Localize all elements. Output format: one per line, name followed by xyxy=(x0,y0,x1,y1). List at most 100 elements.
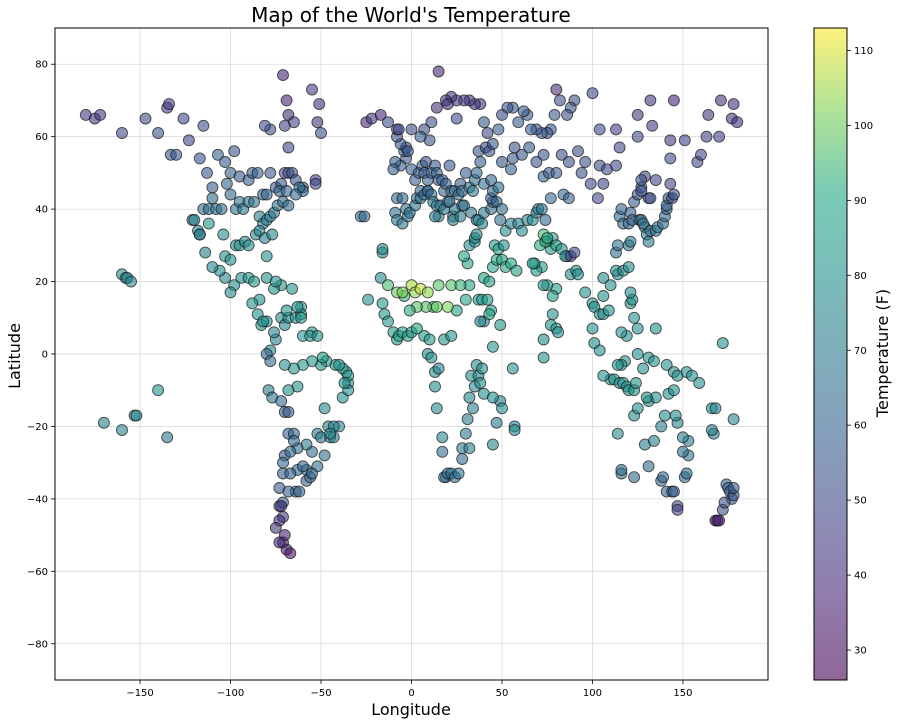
data-point xyxy=(572,145,584,158)
data-point xyxy=(97,416,110,429)
data-point xyxy=(539,214,552,226)
colorbar-tick-label: 80 xyxy=(854,271,867,282)
data-point xyxy=(702,108,715,121)
data-point xyxy=(463,442,476,455)
data-point xyxy=(463,391,476,404)
data-point xyxy=(537,351,550,364)
data-point xyxy=(597,271,610,284)
data-point xyxy=(476,362,489,375)
data-point xyxy=(224,253,237,266)
data-point xyxy=(476,217,489,230)
data-point xyxy=(631,322,644,335)
x-tick-label: 150 xyxy=(673,688,692,699)
data-point xyxy=(467,402,479,415)
data-point xyxy=(311,329,324,342)
data-point xyxy=(289,188,302,201)
data-point xyxy=(615,463,628,476)
data-point xyxy=(713,130,726,143)
data-point xyxy=(470,228,483,241)
data-point xyxy=(718,496,731,509)
data-point xyxy=(611,358,624,371)
data-point xyxy=(436,431,449,444)
data-point xyxy=(280,94,293,107)
data-point xyxy=(293,485,306,498)
data-point xyxy=(313,98,326,111)
data-point xyxy=(396,286,409,299)
data-point xyxy=(481,127,494,139)
data-point xyxy=(206,192,219,205)
data-point xyxy=(264,355,277,368)
data-point xyxy=(277,69,289,82)
data-point xyxy=(224,286,237,299)
data-point xyxy=(486,340,499,353)
data-point xyxy=(611,239,624,252)
data-point xyxy=(228,145,241,158)
data-point xyxy=(161,431,174,444)
data-point xyxy=(584,177,597,190)
colorbar-tick-label: 100 xyxy=(854,121,873,132)
data-point xyxy=(550,83,563,96)
y-tick-label: 20 xyxy=(35,277,48,288)
data-point xyxy=(432,362,445,375)
data-point xyxy=(716,337,729,350)
data-point xyxy=(579,156,592,168)
data-point xyxy=(474,377,487,389)
data-point xyxy=(410,322,423,335)
data-point xyxy=(604,279,617,292)
data-point xyxy=(597,177,610,190)
y-tick-label: 0 xyxy=(42,350,48,361)
data-point xyxy=(640,391,653,404)
data-point xyxy=(269,521,282,534)
data-point xyxy=(517,105,530,118)
data-point xyxy=(170,148,183,161)
colorbar-tick-label: 70 xyxy=(854,346,867,357)
data-point xyxy=(260,188,273,201)
data-point xyxy=(130,409,143,422)
data-point xyxy=(572,268,584,281)
data-point xyxy=(705,424,718,437)
x-tick-label: −100 xyxy=(217,688,244,699)
data-point xyxy=(324,427,337,440)
data-point xyxy=(459,293,472,306)
data-point xyxy=(664,134,677,147)
data-point xyxy=(182,134,195,147)
data-point xyxy=(273,536,286,549)
data-point xyxy=(579,286,592,299)
data-point xyxy=(458,199,470,212)
data-point xyxy=(664,177,677,190)
data-point xyxy=(429,210,441,223)
data-point xyxy=(512,116,525,129)
data-point xyxy=(496,203,508,216)
data-point xyxy=(524,123,537,136)
data-point xyxy=(655,420,668,433)
colorbar-tick-label: 30 xyxy=(854,646,867,657)
data-point xyxy=(508,424,521,437)
data-point xyxy=(494,319,507,331)
data-point xyxy=(193,228,206,241)
data-point xyxy=(613,141,626,154)
data-point xyxy=(358,210,371,223)
y-tick-label: −40 xyxy=(27,494,48,505)
data-point xyxy=(610,159,622,172)
colorbar: 30 40 50 60 70 80 90 100 110 xyxy=(813,27,873,681)
data-point xyxy=(624,286,637,299)
data-point xyxy=(586,87,599,100)
data-point xyxy=(610,123,622,136)
data-point xyxy=(266,228,279,241)
data-point xyxy=(649,174,662,187)
data-point xyxy=(506,362,519,375)
data-point xyxy=(631,402,644,415)
data-point xyxy=(492,181,505,194)
data-point xyxy=(224,188,237,201)
data-point xyxy=(432,279,445,292)
plot-frame xyxy=(54,27,769,681)
data-point xyxy=(441,300,454,313)
data-point xyxy=(206,181,219,194)
data-point xyxy=(456,453,469,465)
data-point xyxy=(316,351,329,364)
data-point xyxy=(376,243,389,255)
data-point xyxy=(646,119,659,132)
data-point xyxy=(727,482,740,494)
y-tick-label: −60 xyxy=(27,567,48,578)
